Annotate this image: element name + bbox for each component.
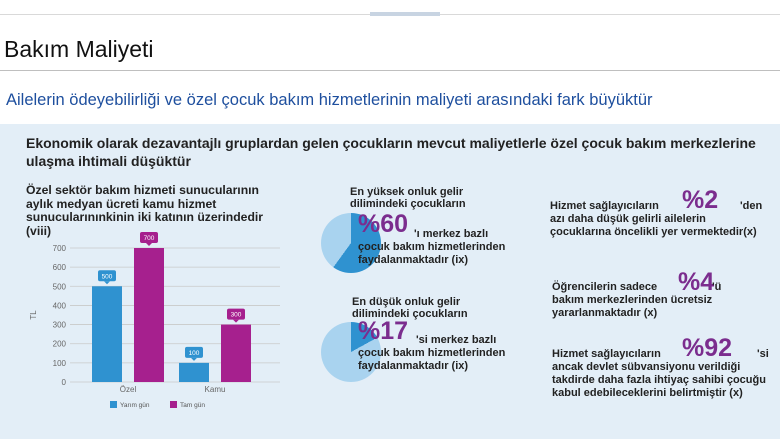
bar-value-label: 300 (231, 312, 242, 319)
y-tick-label: 700 (53, 244, 67, 253)
pie-bottom-decile (321, 322, 381, 382)
stat-bottom-decile-value: %17 (358, 317, 409, 345)
stat-right-2-post: 'ü bakım merkezlerinden ücretsiz yararla… (552, 281, 722, 319)
legend-swatch (110, 401, 117, 408)
stat-right-3-pre: Hizmet sağlayıcıların (552, 348, 661, 360)
stat-right-2-value: %4 (678, 268, 715, 296)
value-badge-pointer (146, 243, 152, 246)
chart-title: Özel sektör bakım hizmeti sunucularının … (26, 183, 264, 238)
stat-top-decile-head: En yüksek onluk gelir dilimindeki çocukl… (350, 186, 466, 210)
stat-top-decile-value: %60 (358, 210, 409, 238)
value-badge (140, 232, 158, 243)
bar-value-label: 100 (189, 350, 200, 357)
bar-value-label: 500 (102, 273, 113, 280)
x-category-label: Kamu (205, 385, 226, 394)
value-badge (227, 308, 245, 320)
bar-Kamu-Tam gün (221, 324, 251, 382)
stat-right-2-pre: Öğrencilerin sadece (552, 281, 658, 293)
y-tick-label: 600 (53, 263, 67, 272)
value-badge-pointer (104, 281, 110, 285)
title-divider (0, 70, 780, 71)
bar-Özel-Yarım gün (92, 286, 122, 382)
value-badge-pointer (191, 357, 197, 361)
stat-bottom-decile-body: 'si merkez bazlı çocuk bakım hizmetlerin… (358, 334, 506, 372)
y-tick-label: 300 (53, 321, 67, 330)
top-accent-bar (370, 12, 440, 16)
stat-top-decile-body: 'ı merkez bazlı çocuk bakım hizmetlerind… (358, 228, 506, 266)
value-badge (185, 346, 203, 358)
page-subtitle: Ailelerin ödeyebilirliği ve özel çocuk b… (6, 91, 653, 109)
value-badge (98, 270, 116, 282)
y-tick-label: 400 (53, 301, 67, 310)
infographic-panel (0, 124, 780, 439)
stat-right-1-pre: Hizmet sağlayıcıların (550, 200, 659, 212)
stat-right-1-value: %2 (682, 186, 719, 214)
bar-value-label: 700 (144, 235, 155, 242)
intro-text: Ekonomik olarak dezavantajlı gruplardan … (26, 135, 756, 169)
bar-Özel-Tam gün (134, 248, 164, 382)
page-title: Bakım Maliyeti (4, 36, 154, 62)
y-tick-label: 0 (62, 378, 67, 387)
stat-right-3-post: 'si ancak devlet sübvansiyonu verildiği … (552, 348, 769, 399)
bar-Kamu-Yarım gün (179, 362, 209, 382)
y-tick-label: 100 (53, 359, 67, 368)
stat-right-1-post: 'den azı daha düşük gelirli ailelerin ço… (550, 200, 763, 238)
y-tick-label: 200 (53, 340, 67, 349)
stat-bottom-decile-head: En düşük onluk gelir dilimindeki çocukla… (352, 296, 468, 320)
bar-chart: 0 100 200 300 400 500 600 700 TL 500 700 Özel 100 300… (29, 232, 280, 409)
y-tick-label: 500 (53, 282, 67, 291)
pie-top-decile (321, 213, 381, 273)
y-axis-label: TL (29, 310, 38, 320)
legend-label: Yarım gün (120, 402, 150, 409)
legend-swatch (170, 401, 177, 408)
value-badge-pointer (233, 319, 239, 323)
stat-right-3-value: %92 (682, 334, 733, 362)
x-category-label: Özel (120, 385, 137, 394)
legend-label: Tam gün (180, 402, 205, 409)
